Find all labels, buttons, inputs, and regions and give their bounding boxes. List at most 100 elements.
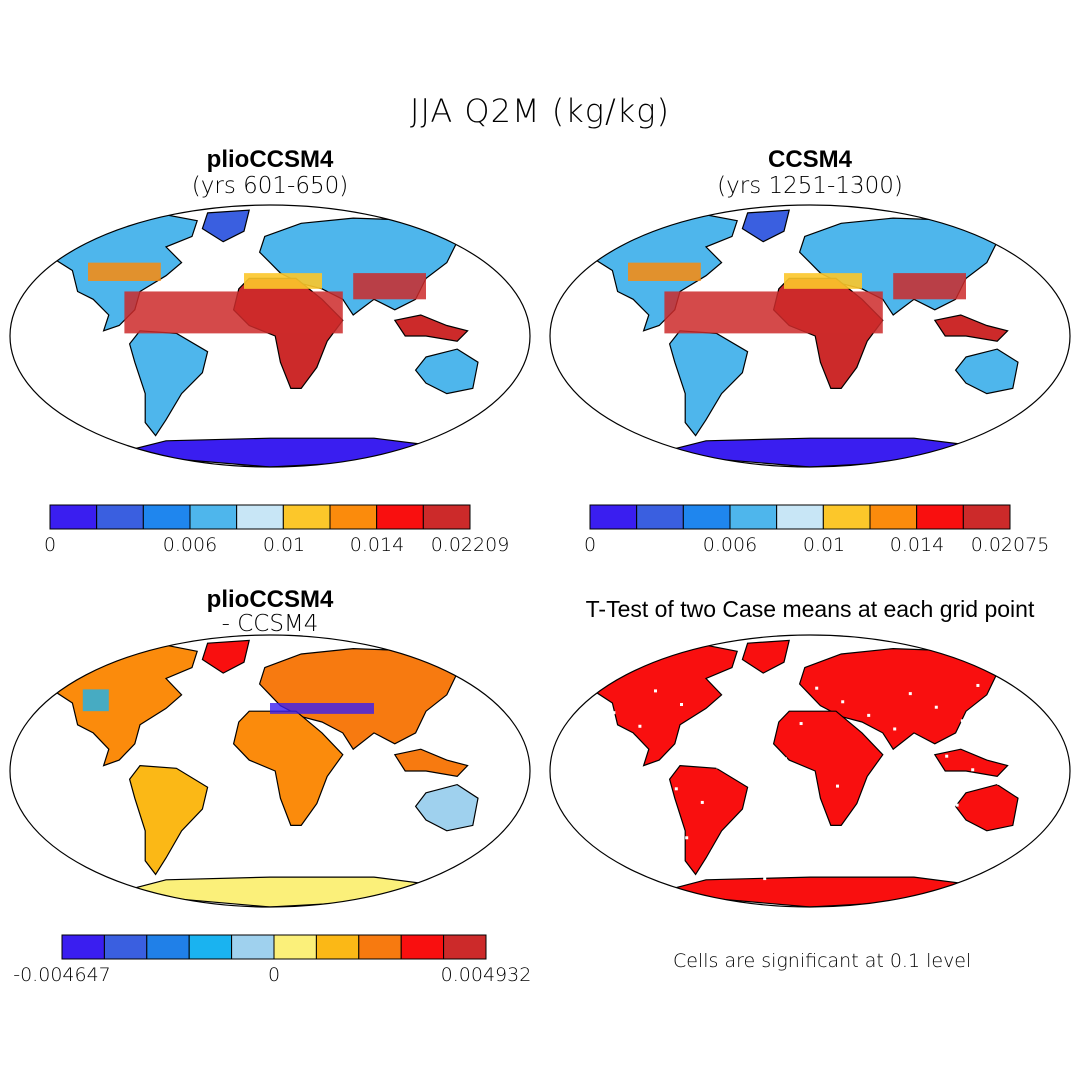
map-3-africa (232, 710, 344, 827)
map-4-insignificant-cell (976, 683, 980, 687)
significance-note: Cells are significant at 0.1 level (673, 950, 972, 972)
colorbar-2-swatch-7 (916, 504, 964, 530)
map-4-australia (954, 783, 1019, 832)
map-4-insignificant-cell (804, 855, 808, 859)
map-4-insignificant-cell (737, 863, 741, 867)
map-3-negative-na (82, 689, 109, 712)
map-4-insignificant-cell (877, 762, 881, 766)
map-4-insignificant-cell (612, 711, 616, 715)
map-4-insignificant-cell (836, 784, 839, 788)
colorbar-2-swatch-2 (682, 504, 731, 530)
map-4-insignificant-cell (721, 681, 725, 685)
map-4-insignificant-cell (747, 694, 751, 698)
map-4-insignificant-cell (773, 708, 777, 712)
map-4-insignificant-cell (742, 779, 746, 783)
map-4-insignificant-cell (732, 730, 735, 734)
cb1-tick-3: 0.014 (349, 534, 405, 556)
map-4-insignificant-cell (924, 874, 928, 878)
colorbar-3-swatch-8 (400, 934, 445, 960)
map-4-insignificant-cell (830, 868, 834, 872)
colorbar-3-swatch-3 (188, 934, 233, 960)
map-4-insignificant-cell (674, 787, 678, 791)
colorbar-1-swatch-5 (282, 504, 331, 530)
map-4-insignificant-cell (960, 719, 964, 723)
map-2-samerica (668, 330, 749, 437)
cb3-tick-2: 0.004932 (440, 964, 532, 986)
map-4-insignificant-cell (971, 768, 975, 772)
map-4-insignificant-cell (669, 871, 673, 875)
map-3-greenland (201, 639, 250, 674)
map-4-insignificant-cell (846, 833, 850, 837)
map-2-us-southeast (628, 262, 701, 281)
map-4-insignificant-cell (617, 844, 621, 848)
map-4-insignificant-cell (903, 776, 907, 780)
map-4-insignificant-cell (955, 803, 959, 807)
map-1-seasia (393, 314, 469, 342)
map-4-insignificant-cell (841, 700, 845, 704)
colorbar-2-swatch-1 (636, 504, 684, 530)
map-4-insignificant-cell (945, 754, 949, 758)
cb3-tick-0: -0.004647 (13, 964, 111, 986)
cb1-tick-2: 0.01 (262, 534, 306, 556)
colorbar-2-swatch-8 (962, 504, 1011, 530)
map-4-insignificant-cell (940, 839, 943, 842)
map-1-tropical-band (124, 291, 343, 334)
map-2-border (549, 204, 1071, 468)
colorbar-3-swatch-6 (315, 934, 360, 960)
map-1-border (9, 204, 531, 468)
map-4-insignificant-cell (810, 771, 813, 774)
map-4-seasia (933, 748, 1009, 778)
map-4-insignificant-cell (622, 760, 626, 764)
cb2-tick-0: 0 (583, 534, 597, 556)
map-4-insignificant-cell (815, 686, 819, 690)
map-4-insignificant-cell (680, 703, 683, 706)
map-4-insignificant-cell (778, 841, 782, 845)
colorbar-2-swatch-0 (589, 504, 638, 530)
map-3-australia (414, 783, 479, 832)
map-4-insignificant-cell (986, 732, 990, 736)
panel2-subtitle: (yrs 1251-1300) (717, 173, 903, 199)
map-3-negative-band (270, 703, 374, 714)
map-4-insignificant-cell (867, 713, 871, 717)
colorbar-1-swatch-4 (236, 504, 284, 530)
map-4-insignificant-cell (1007, 830, 1011, 834)
panel3-subtitle: - CCSM4 (221, 611, 319, 637)
map-2-australia (954, 348, 1019, 395)
colorbar-3-swatch-0 (61, 934, 105, 960)
colorbar-3-swatch-9 (443, 934, 487, 960)
map-2-sahara-band (784, 273, 862, 289)
map-4-insignificant-cell (706, 716, 709, 720)
map-4-insignificant-cell (966, 852, 969, 856)
map-1-asia-monsoon (353, 273, 426, 300)
map-4-insignificant-cell (752, 828, 756, 832)
colorbar-2-swatch-3 (729, 504, 778, 530)
map-4-samerica (668, 764, 749, 876)
map-4-insignificant-cell (898, 860, 902, 864)
map-4-insignificant-cell (794, 806, 798, 810)
map-2-asia-monsoon (893, 273, 966, 300)
map-4-insignificant-cell (1002, 697, 1006, 701)
colorbar-1-swatch-7 (376, 504, 424, 530)
map-4-insignificant-cell (934, 705, 938, 709)
map-1-greenland (201, 209, 250, 243)
colorbar-2-swatch-5 (822, 504, 871, 530)
panel3-title: plioCCSM4 (206, 586, 334, 613)
panel4-title: T-Test of two Case means at each grid po… (585, 596, 1035, 622)
cb1-tick-4: 0.02209 (430, 534, 510, 556)
map-4-border (549, 634, 1071, 908)
map-1-us-southeast (88, 262, 161, 281)
map-4-insignificant-cell (643, 858, 647, 862)
cb2-tick-2: 0.01 (802, 534, 846, 556)
map-4-insignificant-cell (908, 692, 912, 696)
colorbar-1-swatch-3 (189, 504, 238, 530)
map-4-insignificant-cell (716, 765, 720, 769)
map-4-africa (772, 710, 884, 827)
cb2-tick-1: 0.006 (702, 534, 758, 556)
map-4-insignificant-cell (700, 800, 704, 804)
cb3-tick-1: 0 (267, 964, 281, 986)
colorbar-3-swatch-1 (103, 934, 148, 960)
map-4-insignificant-cell (638, 724, 642, 728)
map-1-samerica (128, 330, 209, 437)
colorbar-1-swatch-1 (96, 504, 144, 530)
